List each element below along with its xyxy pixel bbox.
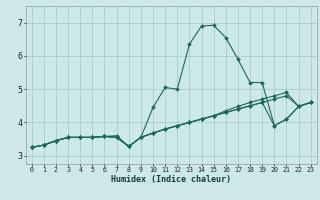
X-axis label: Humidex (Indice chaleur): Humidex (Indice chaleur) [111,175,231,184]
